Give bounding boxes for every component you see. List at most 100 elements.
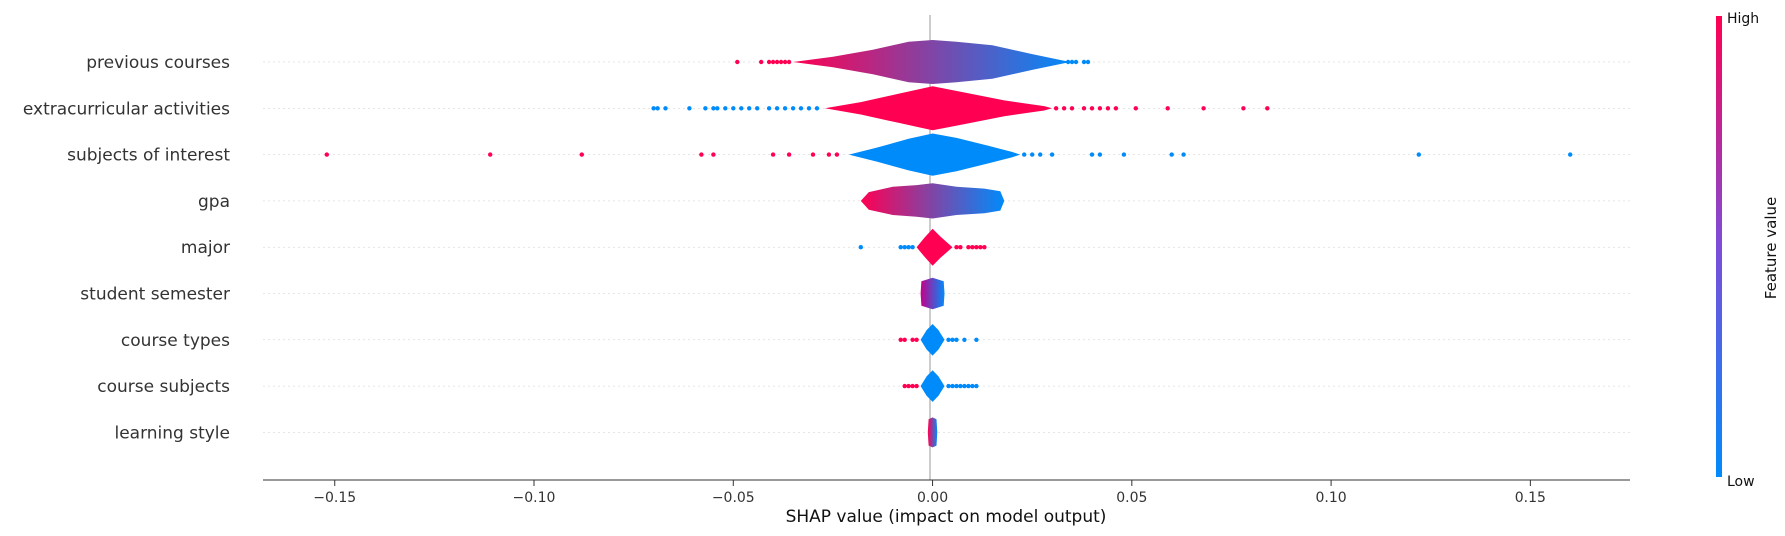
shap-point xyxy=(1073,59,1079,65)
shap-point xyxy=(970,245,975,250)
shap-point xyxy=(755,106,760,111)
colorbar: High Low Feature value xyxy=(1716,11,1780,490)
feature-label: major xyxy=(181,238,230,258)
x-tick-label: 0.10 xyxy=(1316,490,1347,506)
shap-point xyxy=(1265,106,1270,111)
x-tick-label: −0.10 xyxy=(513,490,556,506)
shap-point xyxy=(974,383,979,389)
shap-point xyxy=(962,383,967,389)
shap-point xyxy=(715,106,720,111)
feature-label: gpa xyxy=(198,192,230,212)
violin-body xyxy=(920,324,945,356)
shap-point xyxy=(798,106,804,111)
feature-label: course types xyxy=(121,331,230,351)
shap-point xyxy=(770,59,776,65)
shap-point xyxy=(739,106,744,111)
shap-point xyxy=(759,59,764,65)
shap-point xyxy=(914,337,919,342)
x-tick-label: −0.15 xyxy=(313,490,356,506)
shap-point xyxy=(1416,152,1422,157)
shap-point xyxy=(774,59,780,65)
shap-point xyxy=(946,383,951,389)
shap-point xyxy=(974,245,979,250)
shap-point xyxy=(1105,106,1111,111)
shap-point xyxy=(324,152,329,157)
shap-point xyxy=(711,106,716,111)
feature-label: extracurricular activities xyxy=(23,99,230,119)
shap-point xyxy=(1081,106,1087,111)
shap-point xyxy=(1568,152,1573,157)
shap-point xyxy=(1061,106,1067,111)
feature-label: course subjects xyxy=(97,377,230,397)
shap-point xyxy=(782,106,788,111)
violin-series xyxy=(793,40,1072,448)
shap-point xyxy=(810,152,816,157)
shap-point xyxy=(786,152,792,157)
shap-point xyxy=(950,337,955,342)
shap-point xyxy=(966,383,971,389)
shap-point xyxy=(699,152,704,157)
shap-point xyxy=(898,337,903,342)
shap-point xyxy=(958,383,963,389)
violin-body xyxy=(920,277,945,310)
shap-point xyxy=(814,106,820,111)
shap-point xyxy=(1049,152,1055,157)
shap-point xyxy=(1121,152,1127,157)
shap-point xyxy=(1085,59,1091,65)
shap-point xyxy=(834,152,840,157)
shap-point xyxy=(978,245,983,250)
shap-point xyxy=(488,152,493,157)
violin-body xyxy=(824,86,1053,131)
shap-point xyxy=(826,152,832,157)
shap-point xyxy=(766,106,772,111)
shap-point xyxy=(1097,106,1103,111)
shap-point xyxy=(1241,106,1246,111)
colorbar-gradient xyxy=(1716,16,1722,477)
x-axis-title: SHAP value (impact on model output) xyxy=(786,507,1107,527)
feature-label: learning style xyxy=(114,423,230,443)
shap-point xyxy=(778,59,784,65)
violin-body xyxy=(916,228,953,266)
shap-point xyxy=(902,337,907,342)
outlier-points xyxy=(324,59,1573,389)
shap-point xyxy=(579,152,584,157)
shap-point xyxy=(703,106,708,111)
shap-point xyxy=(766,59,772,65)
shap-point xyxy=(954,383,959,389)
shap-point xyxy=(982,245,987,250)
shap-point xyxy=(782,59,788,65)
shap-point xyxy=(1165,106,1170,111)
shap-point xyxy=(966,245,971,250)
shap-point xyxy=(1069,59,1075,65)
shap-point xyxy=(910,245,915,250)
feature-label: student semester xyxy=(80,285,230,305)
shap-point xyxy=(1201,106,1206,111)
shap-point xyxy=(898,245,903,250)
shap-point xyxy=(946,337,951,342)
shap-point xyxy=(906,245,911,250)
shap-point xyxy=(770,152,776,157)
shap-point xyxy=(735,59,740,65)
shap-point xyxy=(954,337,959,342)
feature-label: previous courses xyxy=(86,53,230,73)
x-tick-label: −0.05 xyxy=(712,490,755,506)
shap-point xyxy=(1113,106,1119,111)
shap-point xyxy=(1065,59,1071,65)
shap-point xyxy=(786,59,792,65)
shap-point xyxy=(974,337,979,342)
shap-point xyxy=(687,106,692,111)
violin-body xyxy=(848,133,1021,176)
x-axis-ticks: −0.15 −0.10 −0.05 0.00 0.05 0.10 0.15 xyxy=(313,480,1546,506)
violin-body xyxy=(920,370,945,402)
shap-point xyxy=(1089,106,1095,111)
shap-point xyxy=(731,106,736,111)
shap-point xyxy=(651,106,656,111)
shap-point xyxy=(910,337,915,342)
shap-point xyxy=(723,106,728,111)
shap-point xyxy=(1097,152,1103,157)
shap-point xyxy=(1169,152,1174,157)
shap-point xyxy=(1089,152,1095,157)
shap-point xyxy=(1021,152,1027,157)
shap-point xyxy=(914,383,919,389)
